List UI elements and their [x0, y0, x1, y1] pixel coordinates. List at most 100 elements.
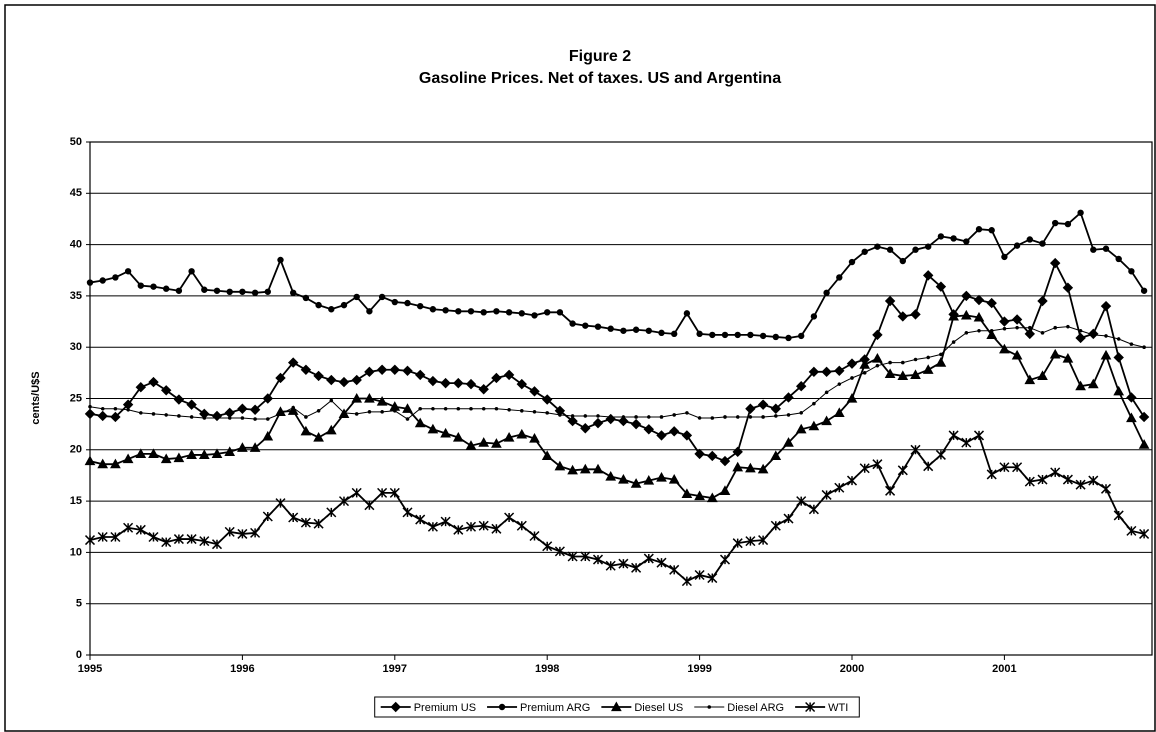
plot-frame: [89, 141, 1153, 656]
marker: [948, 310, 959, 321]
marker: [643, 424, 655, 435]
marker: [249, 442, 261, 452]
marker: [645, 327, 653, 334]
marker: [1078, 329, 1083, 333]
marker: [162, 285, 170, 292]
marker: [939, 352, 943, 357]
marker: [694, 569, 705, 581]
marker: [351, 487, 362, 498]
marker: [964, 331, 969, 335]
marker: [986, 297, 997, 309]
marker: [570, 414, 575, 418]
marker: [342, 411, 346, 415]
marker: [554, 546, 565, 557]
marker: [97, 410, 108, 422]
marker: [634, 415, 638, 419]
marker: [999, 343, 1010, 354]
marker: [1037, 370, 1048, 381]
marker: [696, 330, 703, 337]
marker: [757, 399, 769, 410]
marker: [135, 448, 147, 459]
marker: [899, 257, 907, 265]
marker: [211, 448, 223, 459]
legend-label: Diesel US: [634, 702, 683, 714]
marker: [494, 407, 499, 411]
marker: [685, 411, 689, 415]
marker: [785, 334, 792, 342]
marker: [1062, 282, 1074, 293]
marker: [262, 430, 274, 441]
marker: [1040, 331, 1045, 335]
marker: [922, 270, 934, 281]
marker: [1024, 476, 1035, 487]
y-tick-label: 45: [70, 187, 82, 199]
marker: [160, 453, 172, 464]
marker: [810, 313, 818, 320]
marker: [427, 521, 438, 532]
marker: [808, 366, 820, 378]
marker: [1051, 219, 1059, 227]
marker: [567, 415, 578, 427]
marker: [770, 450, 782, 461]
marker: [124, 268, 132, 275]
marker: [278, 412, 283, 416]
marker: [110, 411, 121, 423]
marker: [493, 308, 500, 315]
marker: [541, 450, 553, 461]
marker: [199, 536, 210, 547]
chart-subtitle: Gasoline Prices. Net of taxes. US and Ar…: [419, 70, 781, 87]
marker: [723, 415, 727, 419]
x-tick-label: 2000: [840, 663, 864, 675]
marker: [643, 475, 655, 485]
marker: [1128, 268, 1135, 275]
marker: [418, 407, 423, 411]
marker: [924, 243, 932, 250]
marker: [836, 274, 843, 281]
x-tick-label: 2001: [992, 663, 1016, 675]
marker: [786, 413, 791, 417]
marker: [467, 308, 475, 315]
marker: [1113, 385, 1125, 396]
y-tick-label: 15: [70, 495, 82, 507]
marker: [443, 407, 448, 411]
marker: [338, 496, 350, 507]
marker: [545, 411, 550, 415]
marker: [189, 415, 194, 419]
marker: [912, 246, 919, 253]
marker: [721, 331, 729, 339]
marker: [1091, 333, 1096, 337]
marker: [1126, 412, 1137, 423]
marker: [656, 557, 667, 568]
marker: [999, 462, 1010, 473]
marker: [583, 414, 588, 418]
marker: [389, 487, 400, 498]
marker: [961, 290, 972, 302]
marker: [910, 444, 921, 455]
marker: [732, 538, 743, 549]
marker: [569, 320, 576, 327]
marker: [237, 442, 248, 452]
marker: [821, 415, 832, 426]
marker: [872, 459, 883, 470]
marker: [900, 360, 905, 365]
marker: [227, 416, 232, 420]
marker: [431, 407, 435, 411]
marker: [592, 463, 604, 474]
marker: [872, 352, 883, 363]
marker: [823, 289, 830, 296]
marker: [948, 430, 959, 441]
marker: [465, 378, 477, 390]
marker: [442, 307, 449, 314]
marker: [897, 370, 909, 381]
marker: [605, 560, 616, 571]
marker: [618, 558, 629, 569]
marker: [264, 288, 272, 295]
marker: [668, 426, 680, 437]
marker: [416, 303, 424, 310]
marker: [772, 333, 780, 341]
marker: [100, 407, 105, 411]
marker: [289, 289, 297, 296]
series-line: [89, 326, 1145, 420]
marker: [963, 238, 970, 245]
